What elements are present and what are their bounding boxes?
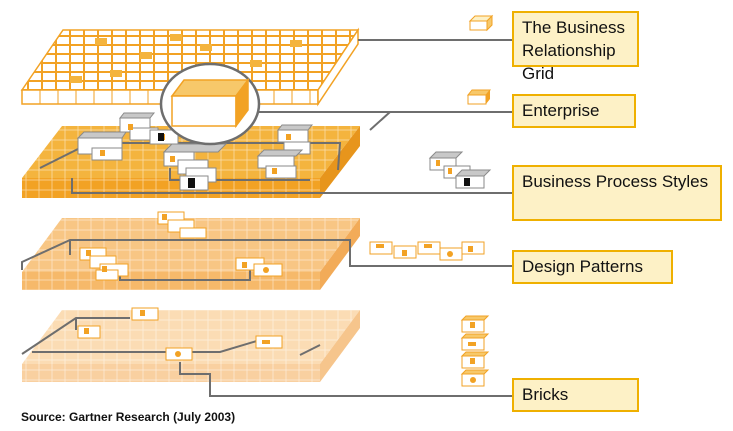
magnifier-enterprise	[159, 62, 261, 146]
bricks-icon	[460, 315, 490, 387]
label-business-relationship-grid: The Business Relationship Grid	[512, 11, 639, 83]
grid-icon	[468, 14, 494, 32]
design-pattern-buildings	[79, 211, 283, 281]
enterprise-icon	[466, 89, 492, 105]
design-patterns-icon	[369, 241, 485, 261]
label-design-patterns: Design Patterns	[512, 250, 673, 284]
label-bricks: Bricks	[512, 378, 639, 412]
bricks-layer	[22, 310, 360, 382]
enterprise-buildings	[76, 112, 314, 191]
label-business-process-styles: Business Process Styles	[512, 165, 722, 221]
source-caption: Source: Gartner Research (July 2003)	[21, 410, 236, 424]
label-enterprise: Enterprise	[512, 94, 636, 128]
brick-buildings	[77, 307, 283, 361]
business-process-icon	[428, 151, 492, 189]
